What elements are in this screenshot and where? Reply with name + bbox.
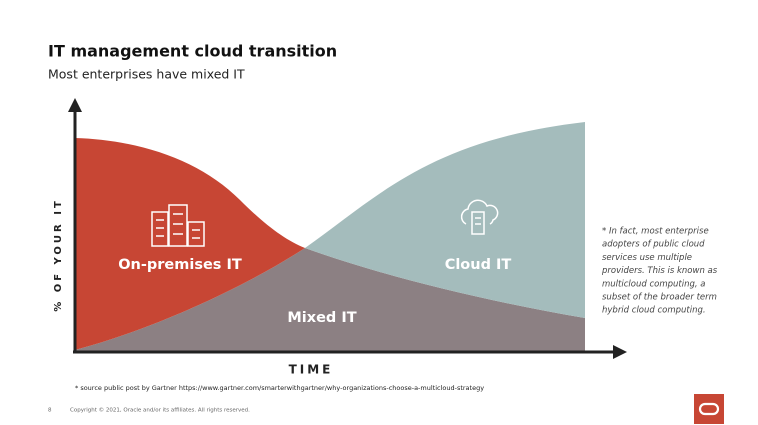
logo bbox=[694, 394, 724, 424]
y-arrow bbox=[68, 98, 82, 112]
note-line: * In fact, most enterprise bbox=[602, 227, 709, 237]
on-premises-area bbox=[75, 138, 305, 350]
region-label: On-premises IT bbox=[118, 257, 242, 273]
mixed-area bbox=[75, 248, 585, 352]
note: * In fact, most enterprise adopters of pu… bbox=[601, 227, 718, 316]
title: IT management cloud transition bbox=[48, 42, 337, 61]
y-axis-label: % OF YOUR IT bbox=[53, 198, 64, 312]
note-line: services use multiple bbox=[602, 253, 692, 263]
building-icon bbox=[151, 204, 205, 247]
region-label: Mixed IT bbox=[287, 310, 356, 326]
note-line: hybrid cloud computing. bbox=[602, 306, 706, 316]
source: * source public post by Gartner https://… bbox=[75, 384, 484, 392]
region-label: Cloud IT bbox=[445, 257, 512, 273]
note-line: adopters of public cloud bbox=[602, 240, 705, 250]
logo-mark bbox=[698, 402, 720, 416]
page-number: 8 bbox=[48, 408, 52, 414]
note-line: multicloud computing, a bbox=[602, 279, 705, 289]
note-line: providers. This is known as bbox=[601, 266, 718, 276]
x-arrow bbox=[613, 345, 627, 359]
copyright: Copyright © 2021, Oracle and/or its affi… bbox=[70, 407, 250, 414]
subtitle: Most enterprises have mixed IT bbox=[48, 67, 245, 82]
x-axis-label: TIME bbox=[289, 363, 334, 377]
cloud-area bbox=[305, 122, 585, 318]
cloud-icon bbox=[460, 199, 499, 235]
note-line: subset of the broader term bbox=[602, 293, 717, 303]
